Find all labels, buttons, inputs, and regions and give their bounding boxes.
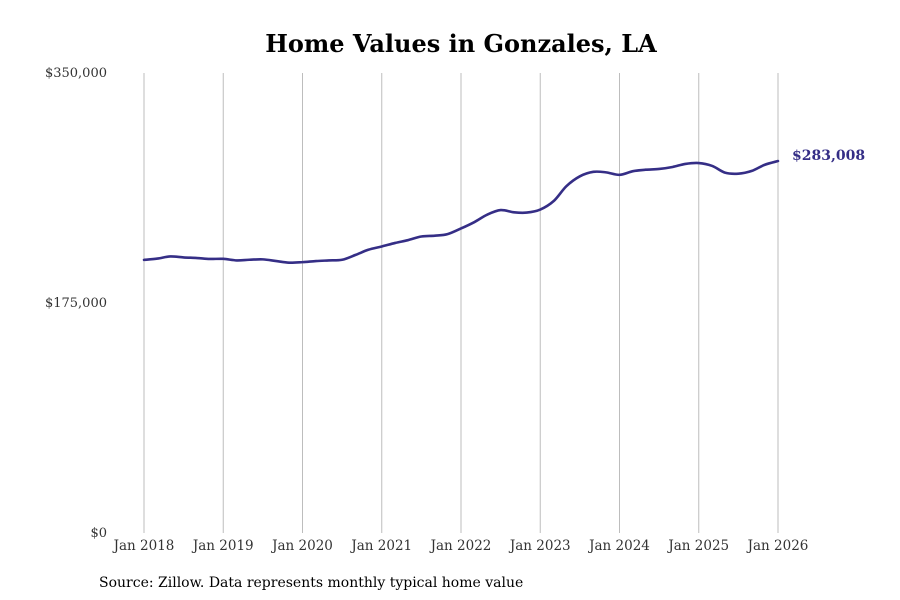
data-point — [486, 213, 488, 215]
data-point — [222, 258, 224, 260]
data-point — [288, 261, 290, 263]
data-point — [473, 221, 475, 223]
x-tick-label: Jan 2022 — [429, 538, 492, 554]
data-point — [644, 169, 646, 171]
data-point — [381, 245, 383, 247]
data-point — [209, 258, 211, 260]
data-point — [275, 260, 277, 262]
data-point — [182, 256, 184, 258]
data-point — [539, 208, 541, 210]
data-point — [513, 211, 515, 213]
data-point — [579, 175, 581, 177]
data-point — [499, 209, 501, 211]
data-point — [751, 170, 753, 172]
data-point — [763, 164, 765, 166]
data-point — [526, 211, 528, 213]
end-value-label: $283,008 — [792, 148, 865, 164]
chart-title: Home Values in Gonzales, LA — [265, 29, 657, 58]
data-point — [407, 239, 409, 241]
data-point — [658, 168, 660, 170]
data-point — [446, 233, 448, 235]
data-point — [553, 200, 555, 202]
x-tick-label: Jan 2026 — [746, 538, 809, 554]
x-axis-ticks: Jan 2018 Jan 2019 Jan 2020 Jan 2021 Jan 2022… — [112, 538, 809, 554]
data-point — [737, 172, 739, 174]
series-layer: $283,008 — [142, 148, 865, 264]
x-tick-label: Jan 2020 — [270, 538, 333, 554]
data-point — [341, 259, 343, 261]
data-point — [724, 171, 726, 173]
gridlines — [143, 73, 779, 533]
data-point — [565, 185, 567, 187]
data-point — [698, 162, 700, 164]
source-note: Source: Zillow. Data represents monthly … — [99, 575, 523, 591]
data-point — [169, 255, 171, 257]
data-point — [143, 259, 145, 261]
x-tick-label: Jan 2024 — [587, 538, 650, 554]
series-line-home-value — [142, 159, 780, 264]
data-point — [632, 170, 634, 172]
data-point — [592, 171, 594, 173]
x-tick-label: Jan 2025 — [666, 538, 729, 554]
data-point — [671, 166, 673, 168]
data-point — [777, 160, 779, 162]
data-point — [354, 254, 356, 256]
y-axis-ticks: $0 $175,000 $350,000 — [45, 66, 107, 541]
data-point — [327, 259, 329, 261]
data-point — [236, 259, 238, 261]
data-point — [262, 258, 264, 260]
data-point — [420, 235, 422, 237]
data-point — [711, 165, 713, 167]
data-point — [156, 257, 158, 259]
data-point — [618, 174, 620, 176]
data-point — [434, 235, 436, 237]
data-point — [315, 260, 317, 262]
x-tick-label: Jan 2018 — [112, 538, 175, 554]
y-tick-label: $350,000 — [45, 66, 107, 81]
data-point — [196, 257, 198, 259]
y-tick-label: $0 — [90, 526, 107, 541]
data-point — [684, 163, 686, 165]
x-tick-label: Jan 2023 — [508, 538, 571, 554]
data-point — [460, 227, 462, 229]
data-point — [301, 261, 303, 263]
y-tick-label: $175,000 — [45, 296, 107, 311]
data-point — [248, 259, 250, 261]
data-point — [367, 249, 369, 251]
data-point — [394, 242, 396, 244]
x-tick-label: Jan 2019 — [191, 538, 254, 554]
data-point — [605, 171, 607, 173]
x-tick-label: Jan 2021 — [349, 538, 412, 554]
